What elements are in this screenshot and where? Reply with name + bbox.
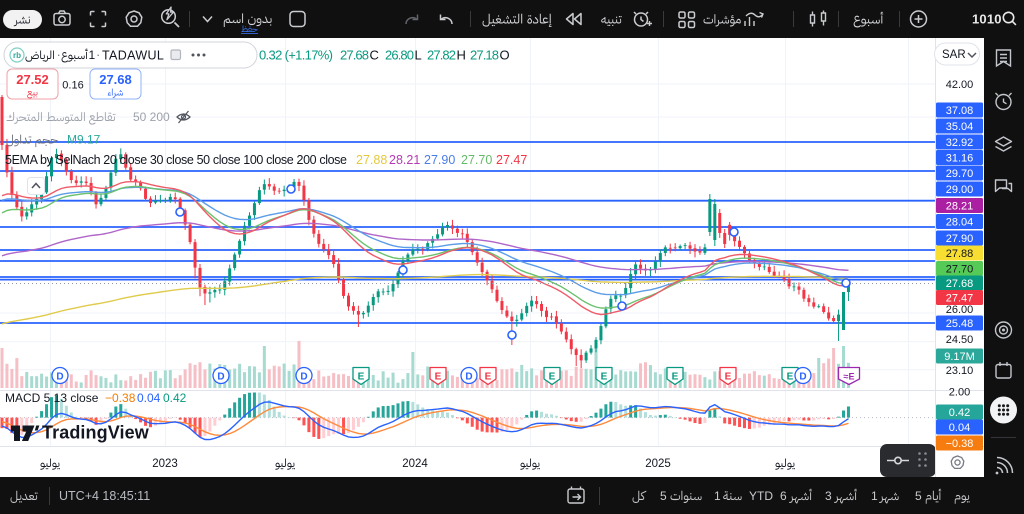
- svg-text:27.88: 27.88: [946, 248, 974, 260]
- svg-text:50 200: 50 200: [133, 110, 170, 124]
- svg-text:27.18: 27.18: [470, 48, 499, 63]
- svg-text:0.42: 0.42: [163, 391, 187, 405]
- svg-text:E: E: [787, 372, 794, 383]
- svg-text:rb: rb: [13, 51, 21, 60]
- svg-text:L: L: [415, 48, 422, 63]
- svg-text:MACD 5 13 close: MACD 5 13 close: [5, 391, 99, 405]
- svg-text:35.04: 35.04: [946, 121, 974, 133]
- svg-text:TADAWUL: TADAWUL: [102, 49, 164, 63]
- svg-text:·: ·: [96, 47, 100, 62]
- svg-text:H: H: [457, 48, 466, 63]
- svg-text:27.88: 27.88: [356, 153, 387, 167]
- svg-text:3: 3: [825, 489, 832, 503]
- svg-text:29.00: 29.00: [946, 184, 974, 196]
- svg-text:TradingView: TradingView: [42, 423, 150, 443]
- svg-text:31.16: 31.16: [946, 153, 974, 165]
- svg-text:2025: 2025: [645, 458, 671, 470]
- svg-text:−0.38: −0.38: [105, 391, 136, 405]
- svg-text:5: 5: [915, 489, 922, 503]
- svg-text:29.70: 29.70: [946, 168, 974, 180]
- svg-text:27.52: 27.52: [16, 72, 49, 87]
- svg-text:0.16: 0.16: [62, 80, 83, 92]
- svg-text:27.68: 27.68: [99, 72, 132, 87]
- svg-text:0.42: 0.42: [949, 407, 970, 419]
- svg-text:27.68: 27.68: [340, 48, 369, 63]
- svg-text:0.32 (+1.17%): 0.32 (+1.17%): [259, 48, 333, 63]
- svg-text:E: E: [601, 372, 608, 383]
- svg-text:E: E: [485, 372, 492, 383]
- svg-text:C: C: [370, 48, 379, 63]
- svg-text:YTD: YTD: [749, 489, 773, 503]
- svg-text:5EMA by SelNach 20 close 30 cl: 5EMA by SelNach 20 close 30 close 50 clo…: [5, 153, 347, 167]
- svg-text:E: E: [725, 372, 732, 383]
- svg-text:O: O: [500, 48, 510, 63]
- svg-text:37.08: 37.08: [946, 105, 974, 117]
- svg-text:D: D: [217, 372, 224, 383]
- svg-text:D: D: [799, 372, 806, 383]
- svg-text:26.00: 26.00: [946, 304, 974, 316]
- svg-text:2024: 2024: [402, 458, 428, 470]
- svg-text:0.04: 0.04: [137, 391, 161, 405]
- svg-text:27.70: 27.70: [461, 153, 492, 167]
- svg-text:6: 6: [780, 489, 787, 503]
- svg-text:27.70: 27.70: [946, 264, 974, 276]
- svg-text:1: 1: [714, 489, 721, 503]
- svg-text:27.90: 27.90: [424, 153, 455, 167]
- svg-text:5: 5: [660, 489, 667, 503]
- svg-text:E: E: [672, 372, 679, 383]
- svg-text:25.48: 25.48: [946, 318, 974, 330]
- svg-text:2023: 2023: [152, 458, 178, 470]
- svg-text:1: 1: [871, 489, 878, 503]
- svg-text:27.82: 27.82: [427, 48, 456, 63]
- svg-text:≈E: ≈E: [844, 372, 855, 382]
- svg-text:E: E: [358, 372, 365, 383]
- svg-text:D: D: [465, 372, 472, 383]
- svg-text:28.21: 28.21: [389, 153, 420, 167]
- svg-text:24.50: 24.50: [946, 334, 974, 346]
- svg-text:27.47: 27.47: [496, 153, 527, 167]
- svg-text:27.47: 27.47: [946, 293, 974, 305]
- svg-text:27.90: 27.90: [946, 233, 974, 245]
- svg-text:28.21: 28.21: [946, 201, 974, 213]
- svg-text:D: D: [56, 372, 63, 383]
- svg-text:0.04: 0.04: [949, 422, 970, 434]
- svg-text:23.10: 23.10: [946, 365, 974, 377]
- svg-text:26.80: 26.80: [385, 48, 414, 63]
- svg-text:1: 1: [89, 48, 96, 62]
- svg-text:E: E: [435, 372, 442, 383]
- svg-text:9.17M: 9.17M: [944, 351, 975, 363]
- svg-text:42.00: 42.00: [946, 79, 974, 91]
- svg-text:·: ·: [57, 47, 61, 62]
- svg-text:32.92: 32.92: [946, 137, 974, 149]
- svg-text:28.04: 28.04: [946, 217, 974, 229]
- svg-text:M9.17: M9.17: [67, 133, 101, 147]
- svg-text:SAR: SAR: [942, 49, 966, 61]
- svg-text:D: D: [300, 372, 307, 383]
- svg-text:E: E: [549, 372, 556, 383]
- svg-text:27.68: 27.68: [946, 278, 974, 290]
- svg-text:−0.38: −0.38: [946, 438, 974, 450]
- svg-text:2.00: 2.00: [949, 387, 970, 399]
- svg-text:UTC+4 18:45:11: UTC+4 18:45:11: [59, 489, 150, 503]
- svg-text:1010: 1010: [972, 12, 1002, 27]
